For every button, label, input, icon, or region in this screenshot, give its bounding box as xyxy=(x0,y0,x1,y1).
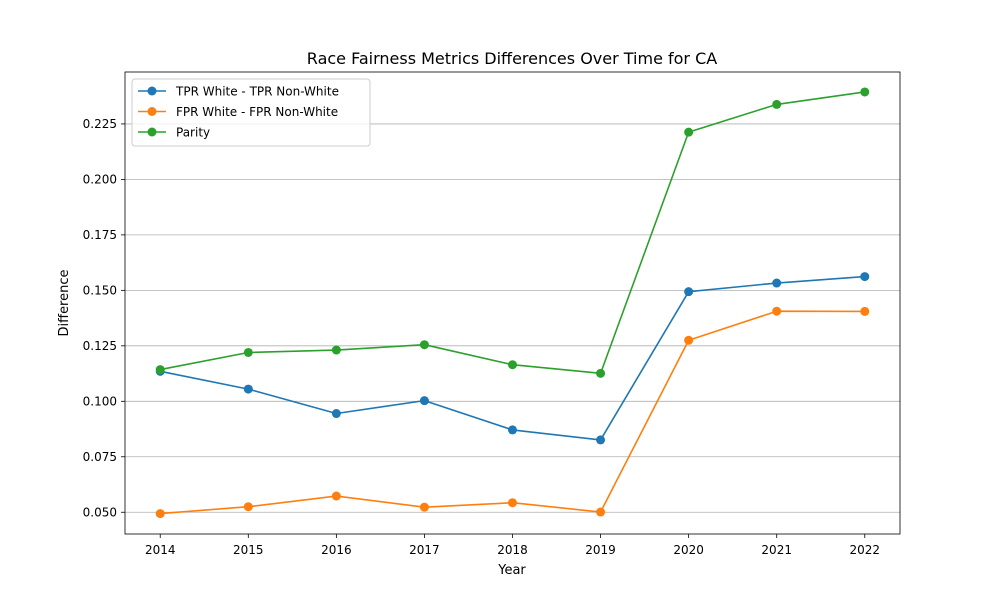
series-3 xyxy=(155,87,870,378)
series-2 xyxy=(155,306,870,519)
y-tick-label: 0.100 xyxy=(83,394,117,408)
series-layer xyxy=(155,87,870,519)
data-point xyxy=(331,409,341,419)
data-point xyxy=(860,87,870,97)
data-point xyxy=(596,368,606,378)
x-axis-label: Year xyxy=(497,563,526,578)
series-1 xyxy=(155,272,870,445)
data-point xyxy=(243,347,253,357)
data-point xyxy=(772,99,782,109)
data-point xyxy=(419,396,429,406)
x-tick-label: 2018 xyxy=(497,543,528,557)
data-point xyxy=(596,507,606,517)
y-tick-label: 0.125 xyxy=(83,339,117,353)
y-axis-label: Difference xyxy=(57,269,72,336)
legend: TPR White - TPR Non-White FPR White - FPR… xyxy=(131,78,371,147)
legend-label: Parity xyxy=(176,126,210,140)
x-tick-label: 2021 xyxy=(761,543,792,557)
data-point xyxy=(243,502,253,512)
legend-frame xyxy=(131,78,371,147)
data-point xyxy=(684,287,694,297)
y-tick-label: 0.150 xyxy=(83,283,117,297)
x-tick-label: 2015 xyxy=(233,543,264,557)
legend-marker xyxy=(147,107,157,116)
legend-marker xyxy=(147,127,157,137)
data-point xyxy=(155,509,165,519)
y-tick-label: 0.050 xyxy=(83,505,117,519)
data-point xyxy=(419,340,429,350)
x-tick-label: 2016 xyxy=(321,543,352,557)
legend-label: TPR White - TPR Non-White xyxy=(175,85,339,99)
data-point xyxy=(155,365,165,375)
chart-title: Race Fairness Metrics Differences Over T… xyxy=(307,49,717,68)
legend-marker xyxy=(147,86,157,96)
x-tick-label: 2014 xyxy=(145,543,176,557)
data-point xyxy=(860,272,870,282)
y-tick-label: 0.075 xyxy=(83,450,117,464)
x-tick-label: 2020 xyxy=(673,543,704,557)
x-tick-label: 2022 xyxy=(849,543,880,557)
y-tick-label: 0.200 xyxy=(83,172,117,186)
data-point xyxy=(331,491,341,501)
series-line xyxy=(160,275,865,441)
data-point xyxy=(508,360,517,370)
data-point xyxy=(243,384,253,394)
data-point xyxy=(860,306,870,316)
y-tick-label: 0.225 xyxy=(83,117,117,131)
data-point xyxy=(772,306,782,316)
data-point xyxy=(419,502,429,512)
grid-lines xyxy=(125,123,900,513)
data-point xyxy=(331,345,341,355)
y-tick-label: 0.175 xyxy=(83,228,117,242)
data-point xyxy=(684,335,694,345)
data-point xyxy=(508,498,517,508)
axis-ticks: 0.050 0.075 0.100 0.125 0.150 0.175 0.200 0.225… xyxy=(83,117,880,557)
series-line xyxy=(160,310,865,515)
data-point xyxy=(508,425,517,435)
data-point xyxy=(684,127,694,137)
data-point xyxy=(772,278,782,288)
legend-label: FPR White - FPR Non-White xyxy=(176,105,338,119)
x-tick-label: 2019 xyxy=(585,543,616,557)
x-tick-label: 2017 xyxy=(409,543,440,557)
data-point xyxy=(596,435,606,445)
